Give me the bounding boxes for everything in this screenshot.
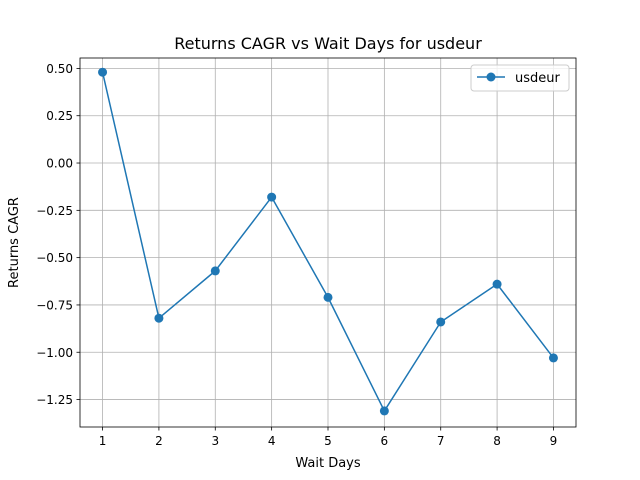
legend: usdeur: [470, 64, 570, 92]
y-tick-label: 0.00: [46, 157, 73, 171]
grid-lines: [80, 58, 576, 427]
chart-title: Returns CAGR vs Wait Days for usdeur: [174, 34, 482, 53]
data-point-usdeur: [154, 313, 164, 323]
data-point-usdeur: [323, 292, 333, 302]
legend-box: [470, 64, 570, 92]
x-tick-label: 9: [550, 434, 558, 448]
data-point-usdeur: [98, 67, 108, 77]
axis-ticks: 1 2 3 4 5 6 7 8 9 0.50 0.25 0.00 −0.25 −0.50 −0.75 −1.0…: [36, 62, 557, 448]
y-tick-label: −1.00: [36, 346, 73, 360]
y-tick-label: 0.50: [46, 62, 73, 76]
x-axis-label: Wait Days: [295, 456, 361, 471]
series-layer: [98, 67, 558, 416]
y-tick-label: −0.50: [36, 251, 73, 265]
x-tick-label: 7: [437, 434, 445, 448]
data-point-usdeur: [210, 266, 220, 276]
y-tick-label: 0.25: [46, 109, 73, 123]
legend-marker-usdeur: [486, 72, 496, 82]
data-point-usdeur: [379, 406, 389, 416]
data-point-usdeur: [548, 353, 558, 363]
x-tick-label: 8: [493, 434, 501, 448]
data-point-usdeur: [492, 279, 502, 289]
x-tick-label: 2: [155, 434, 163, 448]
x-tick-label: 5: [324, 434, 332, 448]
x-tick-label: 3: [211, 434, 219, 448]
y-axis-label: Returns CAGR: [7, 197, 22, 288]
data-point-usdeur: [267, 192, 277, 202]
x-tick-label: 1: [99, 434, 107, 448]
y-tick-label: −0.25: [36, 204, 73, 218]
x-tick-label: 4: [268, 434, 276, 448]
y-tick-label: −1.25: [36, 393, 73, 407]
y-tick-label: −0.75: [36, 298, 73, 312]
x-tick-label: 6: [381, 434, 389, 448]
data-point-usdeur: [436, 317, 446, 327]
legend-label-usdeur: usdeur: [515, 71, 561, 86]
